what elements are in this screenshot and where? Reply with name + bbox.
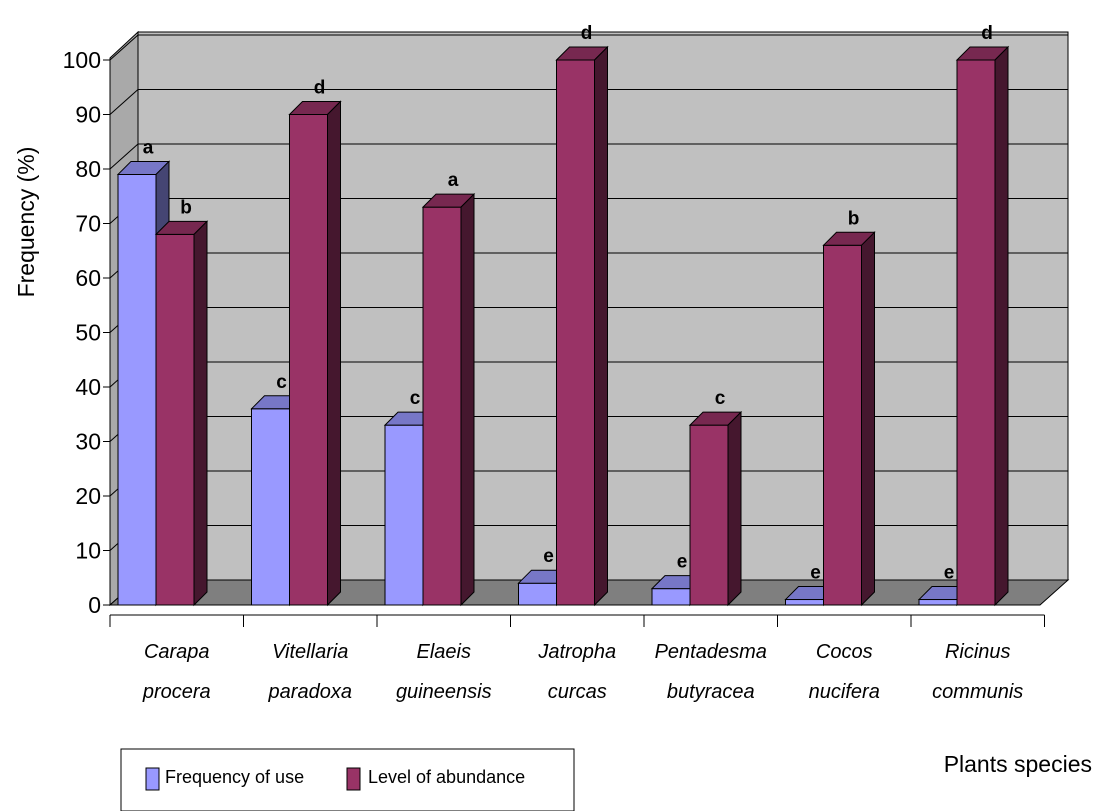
y-tick-label: 70: [75, 211, 101, 237]
bar-front: [918, 599, 958, 606]
y-tick-label: 40: [75, 374, 101, 400]
legend: Frequency of use Level of abundance: [120, 748, 575, 811]
y-tick-label: 10: [75, 538, 101, 564]
category-label: butyracea: [667, 681, 755, 703]
y-tick-label: 0: [88, 592, 101, 618]
category-label: Cocos: [816, 641, 873, 663]
data-label: e: [944, 563, 955, 584]
bar-front: [384, 424, 424, 606]
x-axis: Carapa procera Vitellaria paradoxa Elaeis gui…: [109, 614, 1045, 703]
bar-front: [518, 582, 557, 606]
data-label: b: [180, 197, 192, 218]
bar-front: [117, 173, 157, 606]
bar-front: [651, 588, 691, 606]
y-tick-label: 30: [75, 429, 101, 455]
gridline-side: [109, 89, 139, 115]
data-labels: a b c d c a e d e c e b e d: [143, 23, 993, 584]
y-tick-label: 60: [75, 265, 101, 291]
data-label: e: [543, 546, 554, 567]
bar-front: [155, 233, 195, 606]
bar-side: [193, 220, 208, 607]
data-label: b: [848, 208, 860, 229]
category-label: Ricinus: [945, 641, 1011, 663]
y-tick-label: 20: [75, 483, 101, 509]
data-label: c: [715, 388, 726, 409]
y-tick-label: 90: [75, 102, 101, 128]
bar: [688, 410, 743, 607]
bar-front: [422, 206, 462, 606]
data-label: d: [981, 23, 993, 44]
bar-side: [327, 100, 341, 607]
bar-side: [460, 192, 475, 607]
legend-label-frequency-of-use: Frequency of use: [165, 767, 304, 787]
y-axis-title: Frequency (%): [13, 147, 39, 298]
bar-front: [689, 424, 729, 606]
bar: [421, 192, 476, 607]
bar-side: [727, 410, 742, 607]
legend-label-level-of-abundance: Level of abundance: [368, 767, 525, 787]
category-label: communis: [932, 681, 1023, 703]
bar-front: [823, 244, 862, 606]
bar: [154, 220, 209, 607]
bar-side: [861, 231, 875, 607]
y-tick-label: 50: [75, 320, 101, 346]
gridline-side: [109, 143, 139, 170]
category-label: guineensis: [396, 681, 492, 703]
category-label: nucifera: [809, 681, 880, 703]
data-label: a: [143, 137, 154, 158]
bar-front: [785, 599, 824, 606]
x-axis-title: Plants species: [944, 751, 1092, 777]
data-label: d: [314, 78, 326, 99]
bar-side: [994, 45, 1009, 607]
data-label: c: [410, 388, 421, 409]
category-label: Vitellaria: [272, 641, 348, 663]
data-label: e: [677, 552, 688, 573]
bar-front: [251, 408, 290, 606]
legend-swatch-frequency-of-use: [145, 767, 160, 791]
bar: [555, 45, 609, 607]
category-label: curcas: [548, 681, 607, 703]
bar: [955, 45, 1010, 607]
bars: [116, 45, 1010, 607]
category-label: Carapa: [144, 641, 210, 663]
bar-front: [956, 59, 996, 606]
data-label: a: [448, 170, 459, 191]
category-label: Elaeis: [417, 641, 471, 663]
y-tick-label: 80: [75, 156, 101, 182]
y-axis: 0 10 20 30 40 50 60 70 80 90 100: [63, 47, 111, 618]
category-label: Pentadesma: [655, 641, 767, 663]
data-label: e: [810, 563, 821, 584]
bar-front: [289, 114, 328, 606]
data-label: c: [276, 372, 287, 393]
y-tick-label: 100: [63, 47, 101, 73]
legend-swatch-level-of-abundance: [346, 767, 361, 791]
data-label: d: [581, 23, 593, 44]
gridline-side: [109, 34, 139, 61]
category-label: Jatropha: [537, 641, 616, 663]
bar-front: [556, 59, 595, 606]
bar: [822, 231, 876, 607]
bar: [288, 100, 342, 607]
bar-side: [594, 45, 608, 607]
category-label: paradoxa: [268, 681, 352, 703]
category-label: procera: [142, 681, 211, 703]
